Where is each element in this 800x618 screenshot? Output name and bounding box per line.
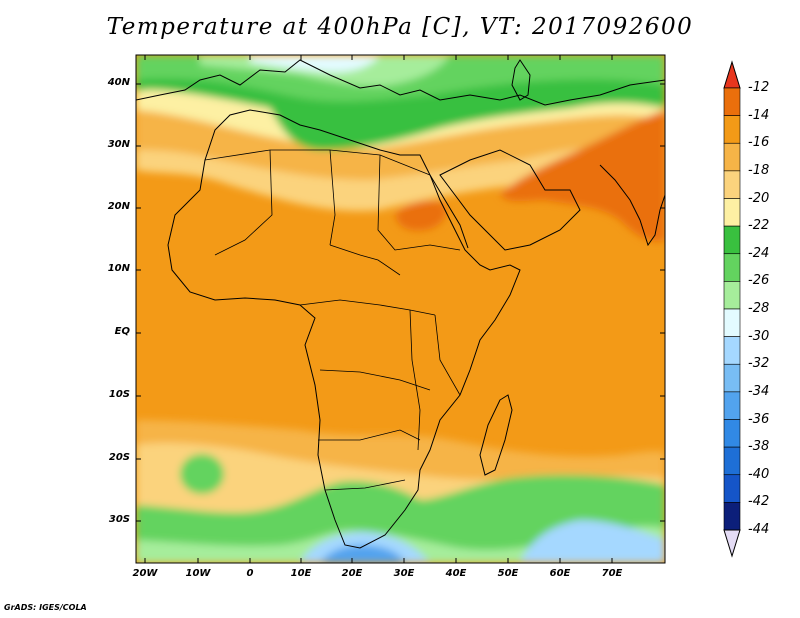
colorbar-label: -26 <box>748 273 770 289</box>
border-line <box>329 149 336 246</box>
colorbar-swatch <box>723 336 741 365</box>
colorbar-swatch <box>723 419 741 448</box>
field-green-blob <box>180 454 224 494</box>
colorbar-label: -24 <box>748 245 770 261</box>
temperature-field <box>136 55 665 563</box>
border-line <box>329 244 401 276</box>
colorbar-swatch <box>723 170 741 199</box>
latitude-label: 20S <box>108 452 130 463</box>
longitude-label: 60E <box>549 568 571 579</box>
longitude-label: 20E <box>341 568 363 579</box>
africa-coast <box>167 109 521 549</box>
colorbar-swatch <box>723 281 741 310</box>
colorbar-label: -30 <box>748 328 770 344</box>
colorbar-swatch <box>723 225 741 255</box>
colorbar-label: -44 <box>748 522 770 537</box>
grads-credit: GrADS: IGES/COLA <box>4 603 87 612</box>
colorbar-label: -40 <box>748 466 770 482</box>
latitude-label: 40N <box>107 77 130 88</box>
chart-title: Temperature at 400hPa [C], VT: 201709260… <box>106 14 694 40</box>
latitude-label: 10N <box>107 263 130 274</box>
plot-frame <box>135 54 666 564</box>
colorbar-swatch <box>723 142 741 172</box>
field-south-blue <box>320 545 405 563</box>
colorbar-swatch <box>723 502 741 531</box>
longitude-label: 70E <box>601 568 623 579</box>
longitude-label: 10E <box>290 568 312 579</box>
border-line <box>318 429 421 441</box>
colorbar-label: -34 <box>748 383 770 399</box>
colorbar-label: -22 <box>748 218 770 234</box>
latitude-label: 10S <box>108 389 130 400</box>
madagascar-coast <box>479 394 513 476</box>
colorbar-swatch <box>723 308 741 337</box>
longitude-label: 20W <box>132 568 158 579</box>
colorbar-swatch <box>723 198 741 227</box>
colorbar-label: -32 <box>748 356 770 372</box>
coastlines <box>136 59 665 549</box>
latitude-label: 20N <box>107 201 130 212</box>
field-north-cyan <box>250 55 380 73</box>
country-borders <box>204 149 461 491</box>
border-line <box>377 154 461 251</box>
latitude-label: EQ <box>114 326 130 337</box>
caspian-coast <box>511 59 531 101</box>
india-coast <box>599 164 665 247</box>
latitude-label: 30S <box>108 514 130 525</box>
colorbar-label: -12 <box>748 80 770 95</box>
latitude-label: 30N <box>107 139 130 150</box>
colorbar-label: -36 <box>748 411 770 427</box>
colorbar-swatch <box>723 87 741 116</box>
colorbar-label: -42 <box>748 494 770 510</box>
longitude-label: 0 <box>246 568 254 579</box>
colorbar-swatch <box>723 115 741 144</box>
colorbar-swatch <box>723 446 741 476</box>
colorbar-label: -16 <box>748 135 770 151</box>
longitude-label: 30E <box>393 568 415 579</box>
colorbar-label: -18 <box>748 162 770 178</box>
axis-ticks <box>136 55 665 563</box>
europe-coast <box>136 59 665 106</box>
colorbar-bottom-arrow <box>723 529 741 558</box>
longitude-label: 40E <box>445 568 467 579</box>
colorbar-swatch <box>723 253 741 282</box>
border-line <box>324 479 406 491</box>
colorbar-swatch <box>723 363 741 393</box>
field-south-green <box>136 474 665 563</box>
border-line <box>214 149 273 256</box>
border-line <box>409 309 421 451</box>
border-line <box>319 369 431 391</box>
colorbar-swatch <box>723 391 741 420</box>
border-line <box>299 299 436 316</box>
arabia-coast <box>439 149 581 251</box>
colorbar-label: -20 <box>748 190 770 206</box>
field-hot-orange <box>395 201 447 231</box>
red-sea-coast <box>429 174 469 249</box>
colorbar-swatch <box>723 474 741 503</box>
colorbar-label: -14 <box>748 107 770 123</box>
colorbar-label: -38 <box>748 439 770 455</box>
longitude-label: 10W <box>185 568 211 579</box>
border-line <box>434 314 461 396</box>
colorbar-label: -28 <box>748 301 770 316</box>
field-hot-red <box>500 110 665 242</box>
colorbar-top-arrow <box>723 60 741 89</box>
longitude-label: 50E <box>497 568 519 579</box>
